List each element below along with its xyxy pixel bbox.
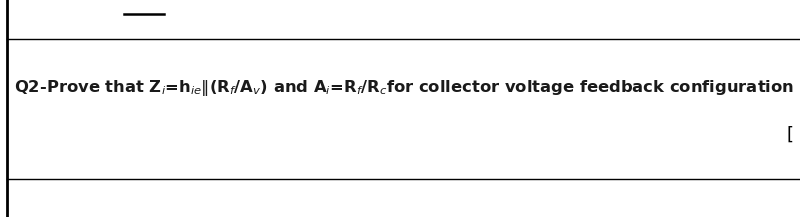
- Text: [: [: [787, 126, 794, 143]
- Text: Q2-Prove that Z$_i$=h$_{ie}$$\|$(R$_f$/A$_v$) and A$_i$=R$_f$/R$_c$for collector: Q2-Prove that Z$_i$=h$_{ie}$$\|$(R$_f$/A…: [14, 78, 800, 98]
